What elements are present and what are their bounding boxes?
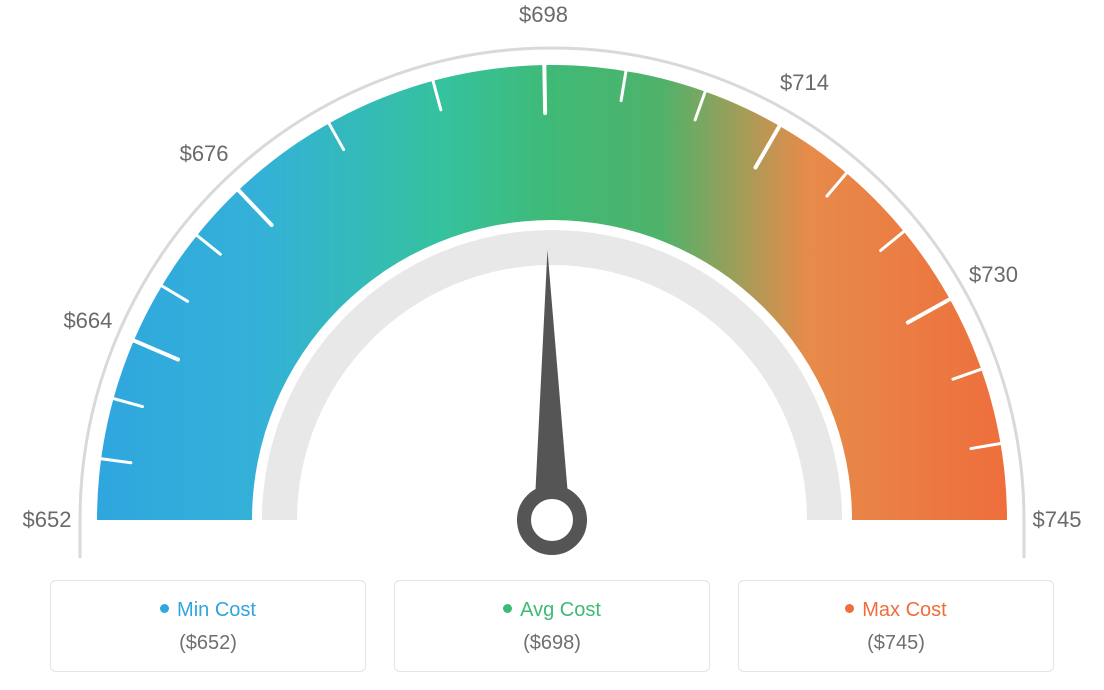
legend-avg-dot [503, 604, 512, 613]
gauge-tick-label: $676 [180, 141, 229, 167]
gauge-svg [0, 0, 1104, 560]
legend-avg-title: Avg Cost [520, 599, 601, 621]
legend-avg-value: ($698) [405, 632, 699, 655]
legend-max-dot [845, 604, 854, 613]
gauge-tick-label: $730 [969, 262, 1018, 288]
gauge-hub [524, 492, 580, 548]
legend-min-title: Min Cost [177, 599, 256, 621]
legend-row: Min Cost ($652) Avg Cost ($698) Max Cost… [0, 580, 1104, 672]
gauge-needle [534, 250, 570, 520]
gauge-tick-label: $652 [23, 507, 72, 533]
legend-avg: Avg Cost ($698) [394, 580, 710, 672]
gauge-tick-label: $714 [780, 70, 829, 96]
gauge-tick-label: $698 [519, 2, 568, 28]
cost-gauge: $652 $664 $676 $698 $714 $730 $745 [0, 0, 1104, 560]
legend-min-value: ($652) [61, 632, 355, 655]
legend-max: Max Cost ($745) [738, 580, 1054, 672]
gauge-tick-label: $745 [1033, 507, 1082, 533]
legend-min: Min Cost ($652) [50, 580, 366, 672]
legend-max-title: Max Cost [862, 599, 946, 621]
gauge-tick-label: $664 [63, 308, 112, 334]
legend-min-dot [160, 604, 169, 613]
legend-max-value: ($745) [749, 632, 1043, 655]
